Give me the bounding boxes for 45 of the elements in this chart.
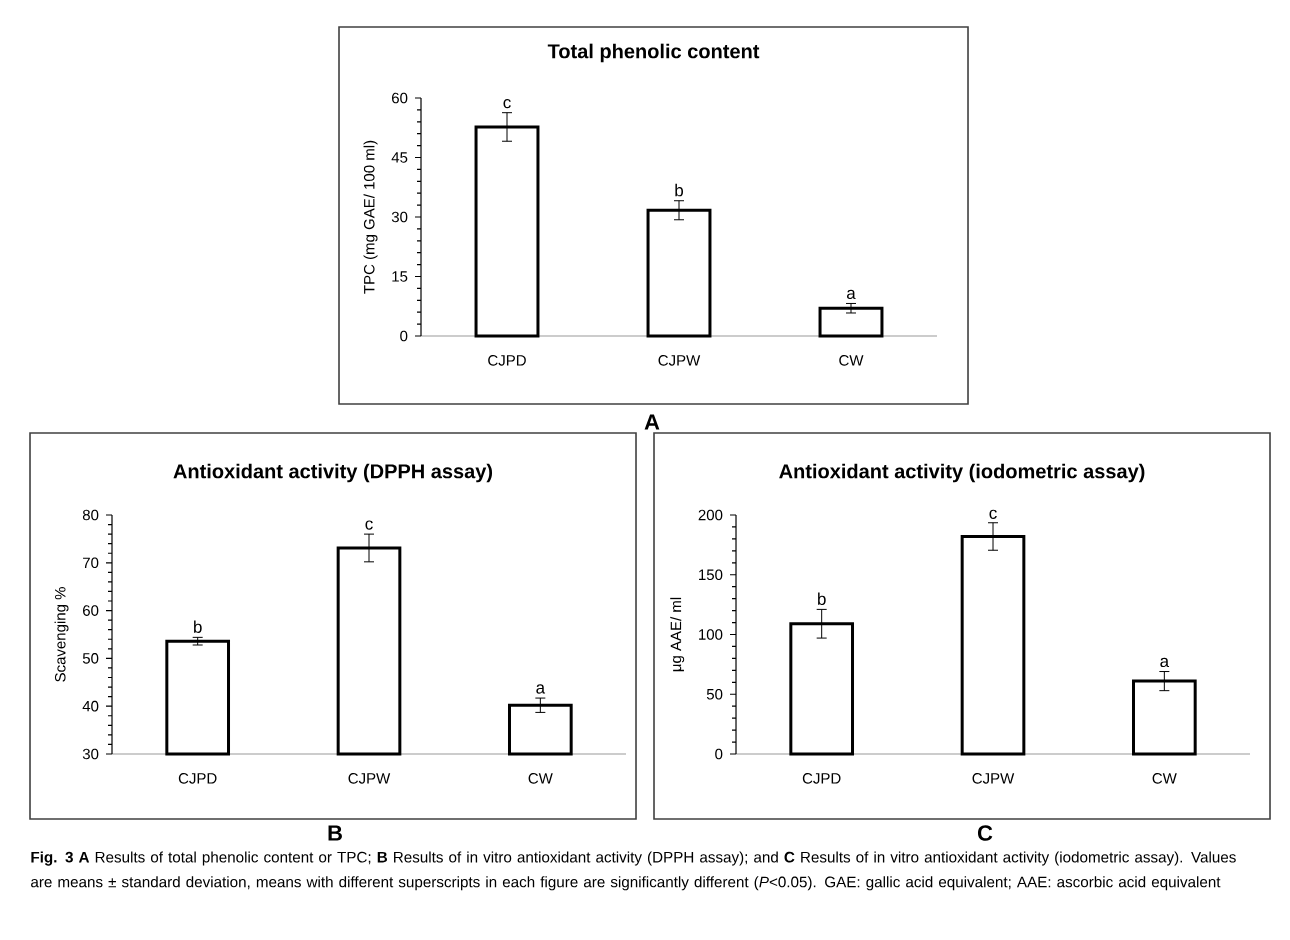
y-tick-label: 0 bbox=[715, 748, 723, 760]
x-tick-label: CJPW bbox=[348, 773, 391, 784]
annotation: a bbox=[847, 289, 856, 300]
y-tick-label: 100 bbox=[699, 629, 723, 640]
y-tick-label: 30 bbox=[391, 211, 408, 223]
x-tick-label: CJPD bbox=[178, 773, 217, 784]
y-tick-label: 30 bbox=[82, 748, 99, 760]
y-tick-label: 150 bbox=[699, 569, 723, 581]
y-axis-title: μg AAE/ ml bbox=[670, 597, 685, 672]
annotation: a bbox=[1160, 657, 1170, 668]
y-tick-label: 60 bbox=[392, 92, 408, 104]
y-axis-title: Scavenging % bbox=[54, 587, 69, 682]
annotation: c bbox=[503, 98, 511, 109]
y-tick-label: 40 bbox=[82, 700, 99, 712]
annotation: b bbox=[675, 183, 684, 197]
chart-title: Antioxidant activity (DPPH assay) bbox=[173, 463, 493, 483]
annotation: b bbox=[818, 592, 826, 605]
y-tick-label: 60 bbox=[83, 605, 99, 616]
text: C bbox=[977, 825, 993, 841]
annotation: b bbox=[194, 620, 202, 633]
x-tick-label: CW bbox=[528, 773, 553, 784]
annotation: c bbox=[989, 509, 997, 519]
x-tick-label: CJPW bbox=[658, 355, 701, 366]
text: B bbox=[328, 825, 342, 841]
x-tick-label: CW bbox=[1152, 773, 1177, 784]
y-tick-label: 50 bbox=[706, 688, 723, 700]
x-tick-label: CJPW bbox=[972, 773, 1015, 784]
x-tick-label: CJPD bbox=[802, 773, 841, 784]
y-tick-label: 80 bbox=[82, 509, 99, 521]
y-tick-label: 70 bbox=[83, 557, 99, 569]
annotation: c bbox=[365, 520, 373, 530]
x-tick-label: CW bbox=[839, 355, 864, 366]
x-tick-label: CJPD bbox=[488, 355, 526, 366]
text: Fig. 3 A Results of total phenolic content or TPC; B Results of in vitro antioxidant activity (DPPH assay); and C Results of in vitro antioxidant activity (iodometric assay). Values are means ± standard deviation, means with different superscripts in each figure are significantly different (P<0.05). GAE: gallic acid equivalent; AAE: ascorbic acid equivalent bbox=[31, 851, 1236, 891]
chart-title: Total phenolic content bbox=[547, 43, 760, 63]
y-axis-title: TPC (mg GAE/ 100 ml) bbox=[363, 140, 378, 294]
annotation: a bbox=[536, 684, 546, 694]
chart-title: Antioxidant activity (iodometric assay) bbox=[779, 463, 1145, 483]
y-tick-label: 15 bbox=[392, 271, 408, 282]
text: A bbox=[644, 414, 660, 430]
y-tick-label: 50 bbox=[82, 653, 99, 664]
y-tick-label: 45 bbox=[391, 152, 408, 163]
y-tick-label: 200 bbox=[698, 509, 723, 521]
bar bbox=[818, 306, 884, 338]
y-tick-label: 0 bbox=[400, 330, 408, 342]
